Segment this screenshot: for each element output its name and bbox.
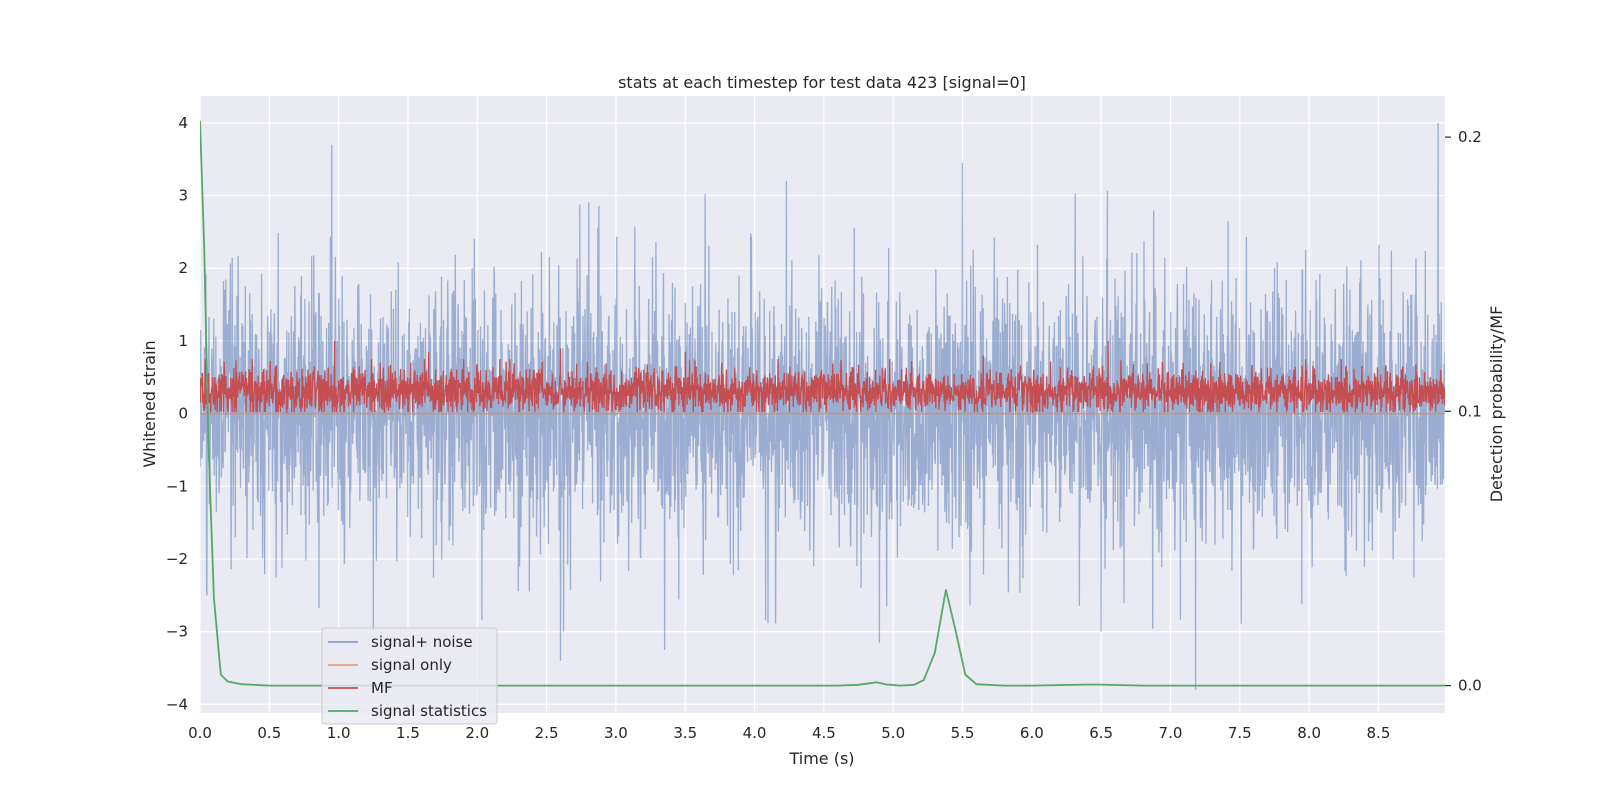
- x-tick-label: 5.0: [881, 724, 905, 742]
- x-tick-label: 5.5: [951, 724, 975, 742]
- x-tick-label: 8.0: [1297, 724, 1321, 742]
- series-mf: [200, 340, 1445, 414]
- legend: signal+ noise signal only MF signal statist…: [321, 627, 498, 725]
- y2-tick-label: 0.2: [1458, 128, 1482, 146]
- chart-title: stats at each timestep for test data 423…: [618, 73, 1026, 92]
- legend-label: MF: [371, 679, 393, 697]
- y2-tick-label: 0.0: [1458, 677, 1482, 695]
- y-tick-label: −1: [166, 477, 188, 495]
- y-tick-label: 4: [178, 114, 188, 132]
- y-tick-label: −2: [166, 550, 188, 568]
- y2-axis-ticks: 0.0 0.1 0.2: [1445, 128, 1482, 695]
- y-axis-ticks: −4 −3 −2 −1 0 1 2 3 4: [166, 114, 188, 713]
- y-tick-label: −4: [166, 695, 188, 713]
- y-axis-label: Whitened strain: [140, 340, 159, 467]
- series-layer: [200, 120, 1445, 690]
- x-tick-label: 7.0: [1159, 724, 1183, 742]
- x-tick-label: 6.0: [1020, 724, 1044, 742]
- x-tick-label: 0.0: [188, 724, 212, 742]
- y-tick-label: −3: [166, 623, 188, 641]
- x-tick-label: 1.5: [396, 724, 420, 742]
- series-signal-statistics: [200, 120, 1445, 687]
- y2-tick-label: 0.1: [1458, 402, 1482, 420]
- x-tick-label: 6.5: [1089, 724, 1113, 742]
- x-axis-label: Time (s): [788, 749, 854, 768]
- x-tick-label: 7.5: [1228, 724, 1252, 742]
- x-axis-ticks: 0.0 0.5 1.0 1.5 2.0 2.5 3.0 3.5 4.0 4.5 5.0 5.5 6.0 6…: [188, 724, 1390, 742]
- x-tick-label: 2.5: [535, 724, 559, 742]
- legend-label: signal+ noise: [371, 633, 473, 651]
- x-tick-label: 3.0: [604, 724, 628, 742]
- x-tick-label: 3.5: [673, 724, 697, 742]
- legend-box: [321, 627, 498, 725]
- y-tick-label: 1: [178, 332, 188, 350]
- x-tick-label: 4.0: [743, 724, 767, 742]
- x-tick-label: 2.0: [465, 724, 489, 742]
- y-tick-label: 2: [178, 259, 188, 277]
- y-tick-label: 3: [178, 187, 188, 205]
- x-tick-label: 8.5: [1367, 724, 1391, 742]
- legend-label: signal statistics: [371, 702, 487, 720]
- x-tick-label: 0.5: [257, 724, 281, 742]
- y-tick-label: 0: [178, 405, 188, 423]
- x-tick-label: 4.5: [812, 724, 836, 742]
- y2-axis-label: Detection probability/MF: [1487, 306, 1506, 503]
- x-tick-label: 1.0: [327, 724, 351, 742]
- legend-label: signal only: [371, 656, 452, 674]
